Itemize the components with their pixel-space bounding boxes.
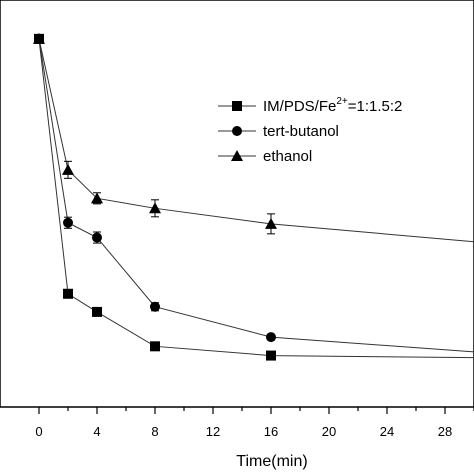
data-point-square	[92, 306, 102, 317]
x-tick-label: 8	[151, 424, 158, 439]
legend-label: ethanol	[263, 148, 312, 165]
legend-label: tert-butanol	[263, 123, 339, 140]
data-point-triangle	[265, 217, 277, 229]
legend-marker-circle	[232, 126, 242, 136]
legend-marker-square	[232, 101, 242, 111]
data-point-circle	[150, 301, 160, 312]
data-markers	[33, 32, 277, 361]
data-point-circle	[92, 232, 102, 243]
x-tick-label: 28	[438, 424, 452, 439]
data-point-triangle	[33, 32, 45, 44]
data-point-circle	[266, 332, 276, 343]
legend: IM/PDS/Fe2+=1:1.5:2 tert-butanol ethanol	[218, 96, 402, 165]
series-lines	[38, 38, 474, 359]
legend-item: ethanol	[218, 148, 312, 165]
x-tick-label: 24	[380, 424, 394, 439]
legend-item: tert-butanol	[218, 123, 339, 140]
series-line-0	[38, 38, 474, 359]
legend-marker-triangle	[231, 150, 243, 161]
x-tick-label: 16	[264, 424, 278, 439]
x-axis-title: Time(min)	[236, 453, 307, 470]
x-tick-label: 4	[93, 424, 100, 439]
x-tick-label: 0	[35, 424, 42, 439]
x-tick-label: 20	[322, 424, 336, 439]
plot-frame	[0, 0, 474, 408]
series-line-2	[38, 38, 474, 243]
data-point-square	[150, 341, 160, 352]
data-point-triangle	[91, 192, 103, 204]
series-line-1	[38, 38, 474, 353]
data-point-triangle	[62, 163, 74, 175]
data-point-square	[266, 350, 276, 361]
data-point-triangle	[149, 202, 161, 214]
data-point-circle	[63, 217, 73, 228]
legend-item: IM/PDS/Fe2+=1:1.5:2	[218, 96, 402, 115]
data-point-square	[63, 288, 73, 299]
x-tick-label: 12	[206, 424, 220, 439]
x-axis: 0 4 8 12 16 20 24 28	[35, 407, 474, 439]
legend-label: IM/PDS/Fe2+=1:1.5:2	[263, 96, 402, 115]
